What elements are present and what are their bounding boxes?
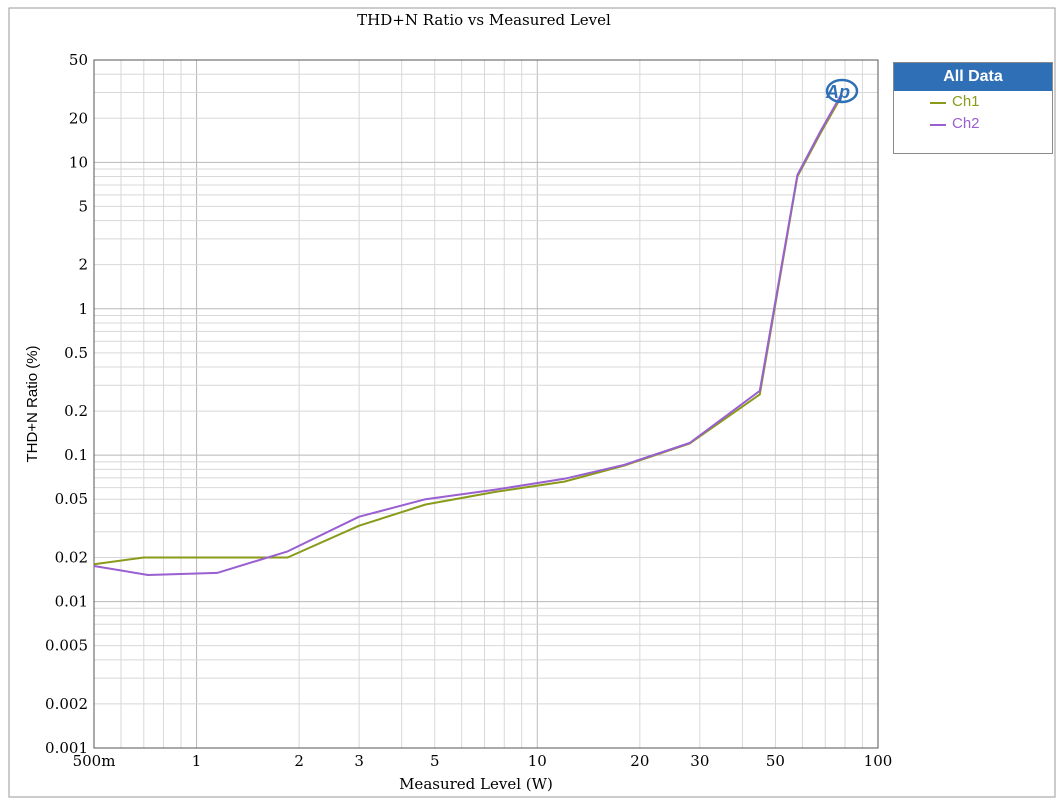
outer-border <box>8 7 1056 798</box>
legend-item-ch2: Ch2 <box>894 113 1052 135</box>
y-tick-label: 50 <box>69 51 88 69</box>
y-tick-label: 1 <box>78 300 88 318</box>
plot-area-border <box>93 59 879 749</box>
x-tick-label: 3 <box>354 752 364 770</box>
x-tick-label: 50 <box>766 752 785 770</box>
legend-swatch-ch1 <box>930 102 946 104</box>
ap-logo-icon: Ap <box>825 78 859 104</box>
x-tick-label: 10 <box>528 752 547 770</box>
x-tick-label: 100 <box>864 752 893 770</box>
x-tick-label: 20 <box>630 752 649 770</box>
x-tick-label: 1 <box>192 752 202 770</box>
y-tick-label: 0.05 <box>55 490 88 508</box>
x-tick-label: 5 <box>430 752 440 770</box>
x-tick-label: 2 <box>294 752 304 770</box>
legend-label-ch1: Ch1 <box>952 93 980 110</box>
series-lines <box>93 94 843 576</box>
legend: All Data Ch1 Ch2 <box>893 62 1053 154</box>
y-tick-label: 2 <box>78 256 88 274</box>
series-line-ch2 <box>93 94 843 576</box>
y-tick-label: 0.01 <box>55 593 88 611</box>
x-axis-label: Measured Level (W) <box>399 775 553 793</box>
x-tick-label: 500m <box>73 752 116 770</box>
legend-label-ch2: Ch2 <box>952 115 980 132</box>
y-axis-ticks: 50 20 10 5 2 1 0.5 0.2 0.1 0.05 0.02 0.01 0.005 0.002… <box>45 51 88 757</box>
y-tick-label: 0.002 <box>45 695 88 713</box>
y-tick-label: 0.02 <box>55 549 88 567</box>
x-tick-label: 30 <box>690 752 709 770</box>
svg-text:Ap: Ap <box>825 82 850 102</box>
y-axis-label: THD+N Ratio (%) <box>24 345 41 462</box>
legend-title: All Data <box>894 63 1052 91</box>
y-tick-label: 0.2 <box>64 402 88 420</box>
chart-title: THD+N Ratio vs Measured Level <box>357 11 611 29</box>
y-tick-label: 0.001 <box>45 739 88 757</box>
legend-item-ch1: Ch1 <box>894 91 1052 113</box>
grid <box>93 59 878 749</box>
y-tick-label: 10 <box>69 153 88 171</box>
legend-swatch-ch2 <box>930 124 946 126</box>
y-tick-label: 5 <box>78 197 88 215</box>
y-tick-label: 0.005 <box>45 637 88 655</box>
x-axis-ticks: 500m 1 2 3 5 10 20 30 50 100 <box>73 752 893 770</box>
y-tick-label: 0.5 <box>64 344 88 362</box>
y-tick-label: 20 <box>69 109 88 127</box>
y-tick-label: 0.1 <box>64 446 88 464</box>
